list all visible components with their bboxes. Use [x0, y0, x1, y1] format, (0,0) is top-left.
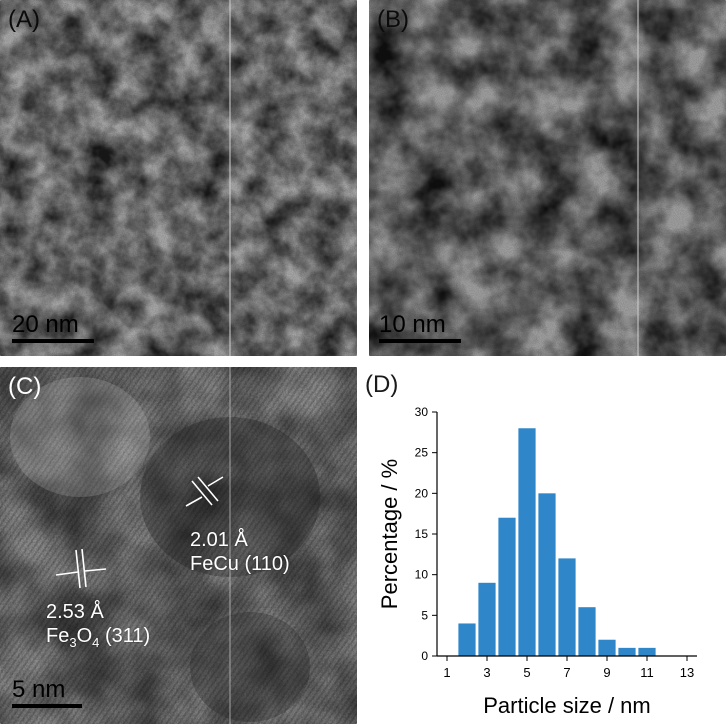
scale-text-a: 20 nm — [12, 311, 79, 338]
lattice-phase-fecu: FeCu (110) — [190, 553, 290, 575]
scale-line-a — [12, 339, 94, 343]
tem-image-a: (A) 20 nm — [0, 0, 357, 356]
bar-8nm — [578, 607, 596, 656]
panel-label-b: (B) — [377, 6, 409, 33]
y-axis-label: Percentage / % — [377, 459, 402, 609]
tem-image-b: (B) 10 nm — [369, 0, 726, 356]
y-tick-label: 15 — [415, 527, 429, 541]
scale-bar-c: 5 nm — [12, 678, 82, 708]
bar-11nm — [638, 647, 656, 656]
hrtem-texture-c — [0, 367, 357, 724]
scale-text-b: 10 nm — [379, 311, 446, 338]
lattice-label-fe3o4: 2.53 Å Fe3O4 (311) — [46, 600, 150, 655]
phase-sub-3: 3 — [69, 635, 77, 650]
panel-label-c: (C) — [8, 373, 42, 400]
lattice-spacing-fecu: 2.01 Å — [190, 529, 248, 551]
lattice-spacing-fe3o4: 2.53 Å — [46, 601, 104, 623]
bar-2nm — [458, 623, 476, 656]
panel-label-a: (A) — [8, 6, 40, 33]
phase-fe: Fe — [46, 625, 70, 647]
bar-10nm — [618, 647, 636, 656]
phase-o: O — [76, 625, 93, 647]
bar-6nm — [538, 493, 556, 656]
lattice-marker-fecu — [185, 476, 224, 507]
scale-bar-b: 10 nm — [379, 313, 461, 343]
x-tick-label: 5 — [523, 665, 530, 680]
lattice-marker-fe3o4 — [55, 548, 107, 589]
phase-sub-4: 4 — [92, 635, 100, 650]
x-tick-label: 9 — [603, 665, 610, 680]
hrtem-image-c: (C) 2.01 Å FeCu (110) 2.53 Å Fe3O4 (311)… — [0, 367, 357, 724]
bar-3nm — [478, 582, 496, 656]
tem-texture-b — [369, 0, 726, 356]
bar-9nm — [598, 639, 616, 656]
y-tick-label: 0 — [421, 649, 428, 663]
y-tick-label: 30 — [415, 405, 429, 419]
lattice-phase-fe3o4: Fe3O4 (311) — [46, 624, 150, 655]
bar-5nm — [518, 428, 536, 656]
x-axis-label: Particle size / nm — [483, 693, 651, 718]
x-tick-label: 11 — [640, 665, 654, 680]
y-tick-label: 25 — [415, 446, 429, 460]
lattice-label-fecu: 2.01 Å FeCu (110) — [190, 528, 290, 576]
y-tick-label: 20 — [415, 486, 429, 500]
x-tick-label: 1 — [443, 665, 450, 680]
scale-text-c: 5 nm — [12, 676, 66, 703]
bar-4nm — [498, 517, 516, 656]
y-tick-label: 5 — [421, 608, 428, 622]
scale-line-c — [12, 704, 82, 708]
histogram-panel-d: (D) 0 5 10 15 20 25 30 1 3 5 7 9 11 13 Particle size … — [357, 367, 726, 724]
panel-label-d: (D) — [365, 371, 399, 398]
bar-7nm — [558, 558, 576, 656]
y-tick-label: 10 — [415, 568, 429, 582]
x-tick-label: 7 — [563, 665, 570, 680]
x-tick-label: 13 — [680, 665, 694, 680]
x-tick-label: 3 — [483, 665, 490, 680]
scale-line-b — [379, 339, 461, 343]
scale-bar-a: 20 nm — [12, 313, 94, 343]
tem-texture-a — [0, 0, 357, 356]
phase-hkl: (311) — [104, 625, 151, 647]
